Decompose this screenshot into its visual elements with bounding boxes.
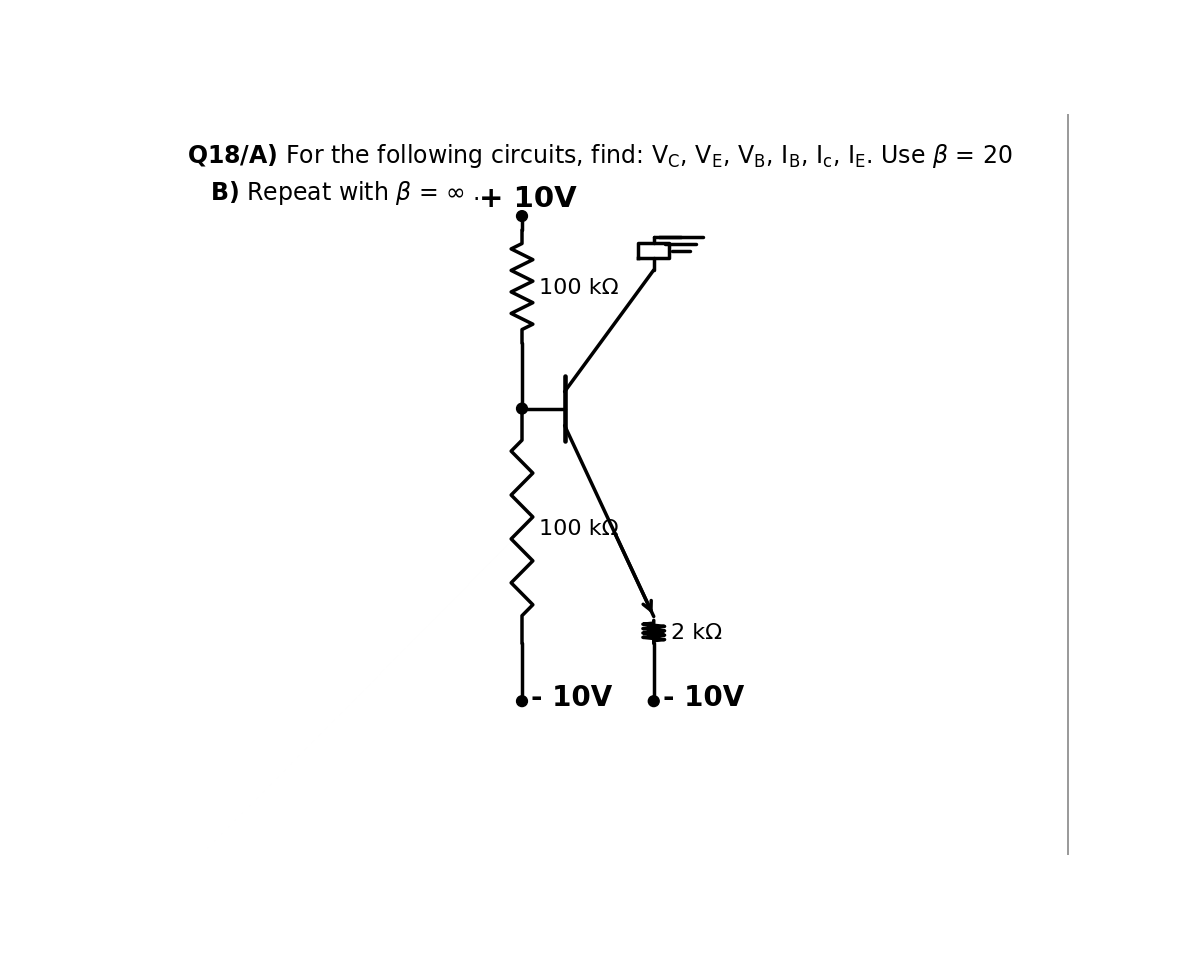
Circle shape xyxy=(648,696,659,707)
Text: $\mathbf{B)}$ Repeat with $\beta$ = $\infty$ .: $\mathbf{B)}$ Repeat with $\beta$ = $\in… xyxy=(210,179,480,207)
Text: 2 kΩ: 2 kΩ xyxy=(671,622,722,642)
Text: - 10V: - 10V xyxy=(532,683,612,711)
Circle shape xyxy=(516,404,528,414)
Text: - 10V: - 10V xyxy=(664,683,744,711)
Text: + 10V: + 10V xyxy=(479,185,577,213)
Text: 100 kΩ: 100 kΩ xyxy=(539,518,619,538)
Circle shape xyxy=(516,211,528,222)
Text: 100 kΩ: 100 kΩ xyxy=(539,277,619,297)
Text: $\mathbf{Q18/ A)}$ For the following circuits, find: V$_\mathrm{C}$, V$_\mathrm{: $\mathbf{Q18/ A)}$ For the following cir… xyxy=(187,141,1013,169)
Circle shape xyxy=(516,696,528,707)
